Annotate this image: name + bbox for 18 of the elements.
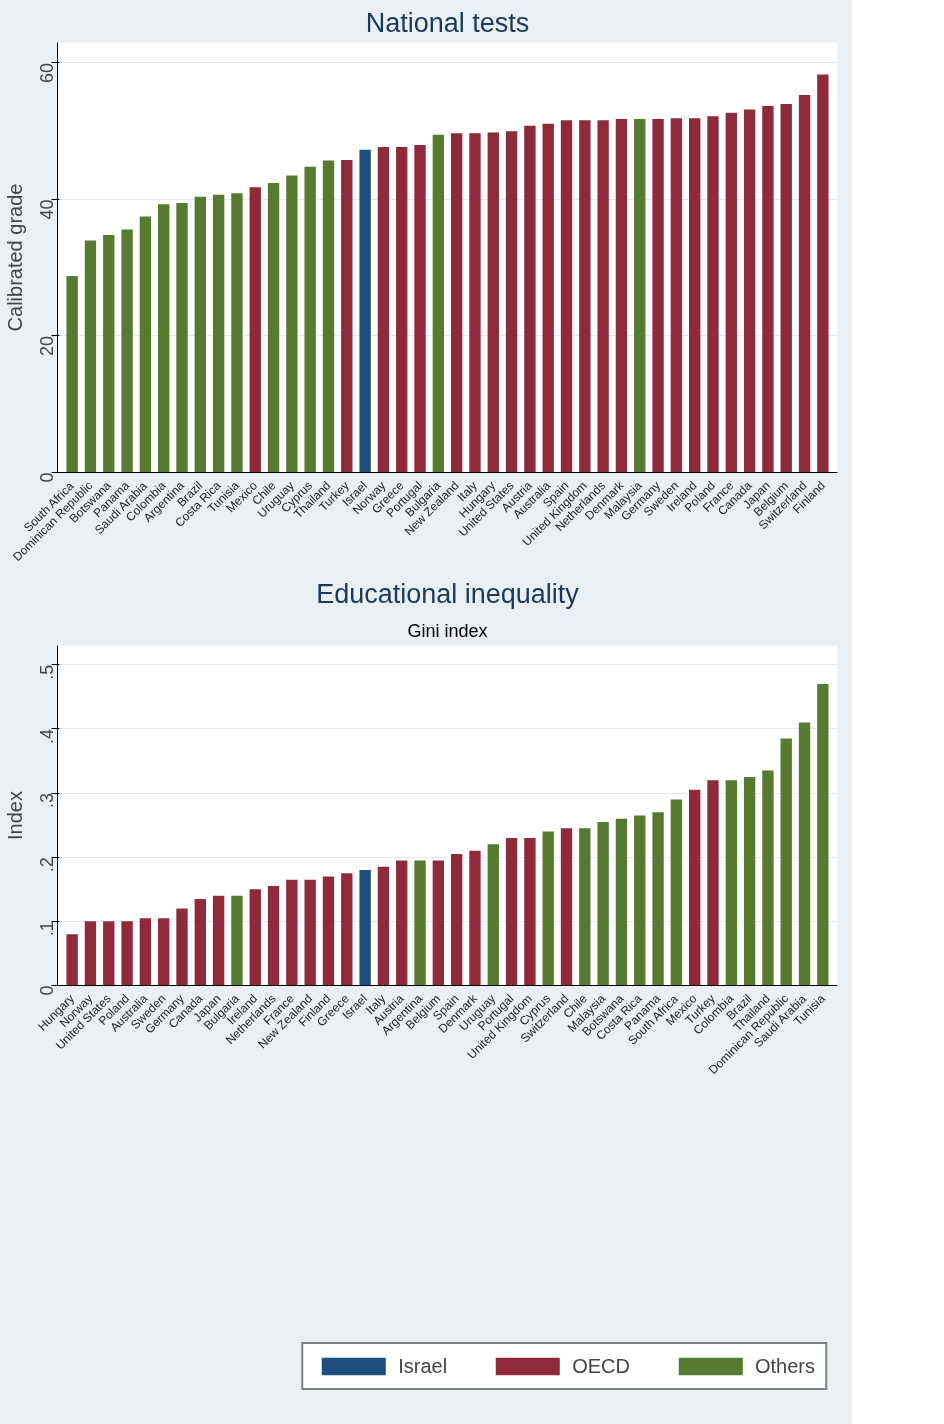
y-tick-label: .2 [37, 857, 57, 873]
y-tick-label: 60 [37, 62, 57, 83]
y-tick-label: .4 [37, 728, 57, 744]
chart-subtitle: Gini index [407, 620, 488, 641]
y-axis-title: Index [3, 791, 26, 840]
y-tick-label: 0 [37, 985, 57, 996]
y-axis-title: Calibrated grade [3, 183, 26, 332]
y-tick-label: .5 [37, 664, 57, 680]
legend-label: OECD [572, 1354, 630, 1378]
y-tick-label: 40 [37, 199, 57, 220]
y-tick-label: .3 [37, 793, 57, 809]
y-tick-label: 0 [37, 472, 57, 483]
legend-label: Israel [398, 1354, 448, 1378]
chart-title: Educational inequality [316, 578, 580, 609]
y-tick-label: .1 [37, 921, 57, 937]
chart-title: National tests [365, 7, 530, 38]
y-tick-label: 20 [37, 335, 57, 357]
legend-label: Others [754, 1354, 815, 1378]
